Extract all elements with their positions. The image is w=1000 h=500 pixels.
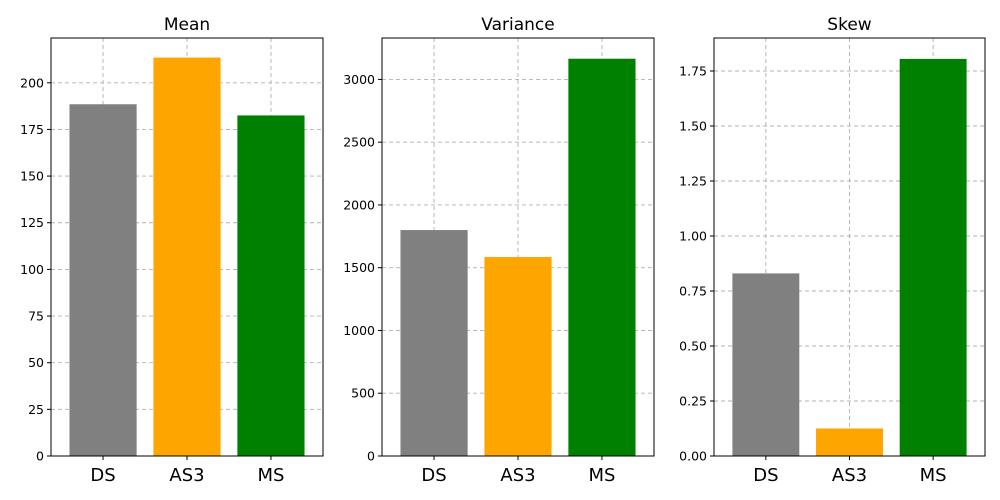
y-tick-label: 2000 [343,197,375,212]
bar-as3 [816,428,883,456]
y-tick-label: 1.00 [679,229,707,244]
y-tick-label: 75 [28,309,44,324]
x-tick-label: AS3 [500,465,535,486]
chart-title: Skew [827,15,871,35]
y-tick-label: 2500 [343,135,375,150]
y-tick-label: 175 [20,122,44,137]
chart-title: Mean [164,15,210,35]
x-tick-label: DS [753,465,778,486]
y-tick-label: 0.25 [679,394,707,409]
subplot-variance: 0 500 1000 1500 2000 2500 3000 DS AS3 MS Variance [343,15,655,486]
y-tick-label: 1.50 [679,119,707,134]
bar-ms [899,58,967,457]
y-tick-label: 25 [28,402,44,417]
subplot-mean: 0 25 50 75 100 125 150 175 200 DS AS3 MS Mean [20,15,324,486]
y-tick-label: 0 [36,449,44,464]
x-tick-label: DS [421,465,446,486]
y-tick-label: 1000 [343,323,375,338]
y-tick-label: 150 [20,169,44,184]
y-tick-label: 50 [28,355,44,370]
y-tick-label: 200 [20,75,44,90]
y-tick-label: 100 [20,262,44,277]
bar-ds [69,104,137,456]
x-tick-label: MS [588,465,615,486]
y-tick-label: 0.50 [679,339,707,354]
chart-title: Variance [481,15,554,35]
y-tick-label: 1.75 [679,64,707,79]
x-tick-label: DS [90,465,115,486]
bar-as3 [484,257,552,456]
x-tick-label: AS3 [832,465,867,486]
bar-ds [732,273,800,456]
y-tick-label: 3000 [343,72,375,87]
bar-ms [568,58,636,457]
x-tick-label: AS3 [169,465,204,486]
x-tick-label: MS [257,465,284,486]
y-tick-label: 0.75 [679,284,707,299]
bar-as3 [153,57,221,456]
subplot-skew: 0.00 0.25 0.50 0.75 1.00 1.25 1.50 1.75 DS AS3 MS S… [679,15,986,486]
bar-ms [237,115,305,457]
y-tick-label: 1500 [343,260,375,275]
y-tick-label: 0 [367,449,375,464]
y-tick-label: 125 [20,215,44,230]
y-tick-label: 500 [351,386,375,401]
x-tick-label: MS [920,465,947,486]
bar-ds [400,230,468,456]
y-tick-label: 1.25 [679,174,707,189]
y-tick-label: 0.00 [679,449,707,464]
